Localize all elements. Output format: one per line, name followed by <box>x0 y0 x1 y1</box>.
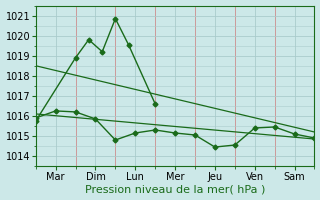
X-axis label: Pression niveau de la mer( hPa ): Pression niveau de la mer( hPa ) <box>85 184 265 194</box>
